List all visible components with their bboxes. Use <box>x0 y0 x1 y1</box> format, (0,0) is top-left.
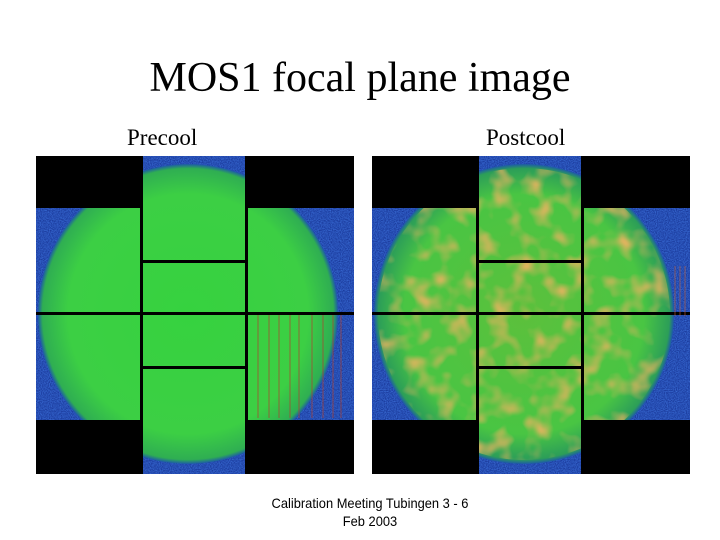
slide-title: MOS1 focal plane image <box>149 55 571 101</box>
precool-label: Precool <box>127 125 198 150</box>
footer-line-2: Feb 2003 <box>342 513 398 529</box>
postcool-image <box>372 156 690 474</box>
postcool-label: Postcool <box>486 125 566 150</box>
postcool-focal-plane-svg <box>372 156 690 474</box>
precool-image <box>36 156 354 474</box>
slide-footer: Calibration Meeting Tubingen 3 - 6 Feb 2… <box>223 494 517 530</box>
precool-focal-plane-svg <box>36 156 354 474</box>
footer-line-1: Calibration Meeting Tubingen 3 - 6 <box>271 495 469 511</box>
